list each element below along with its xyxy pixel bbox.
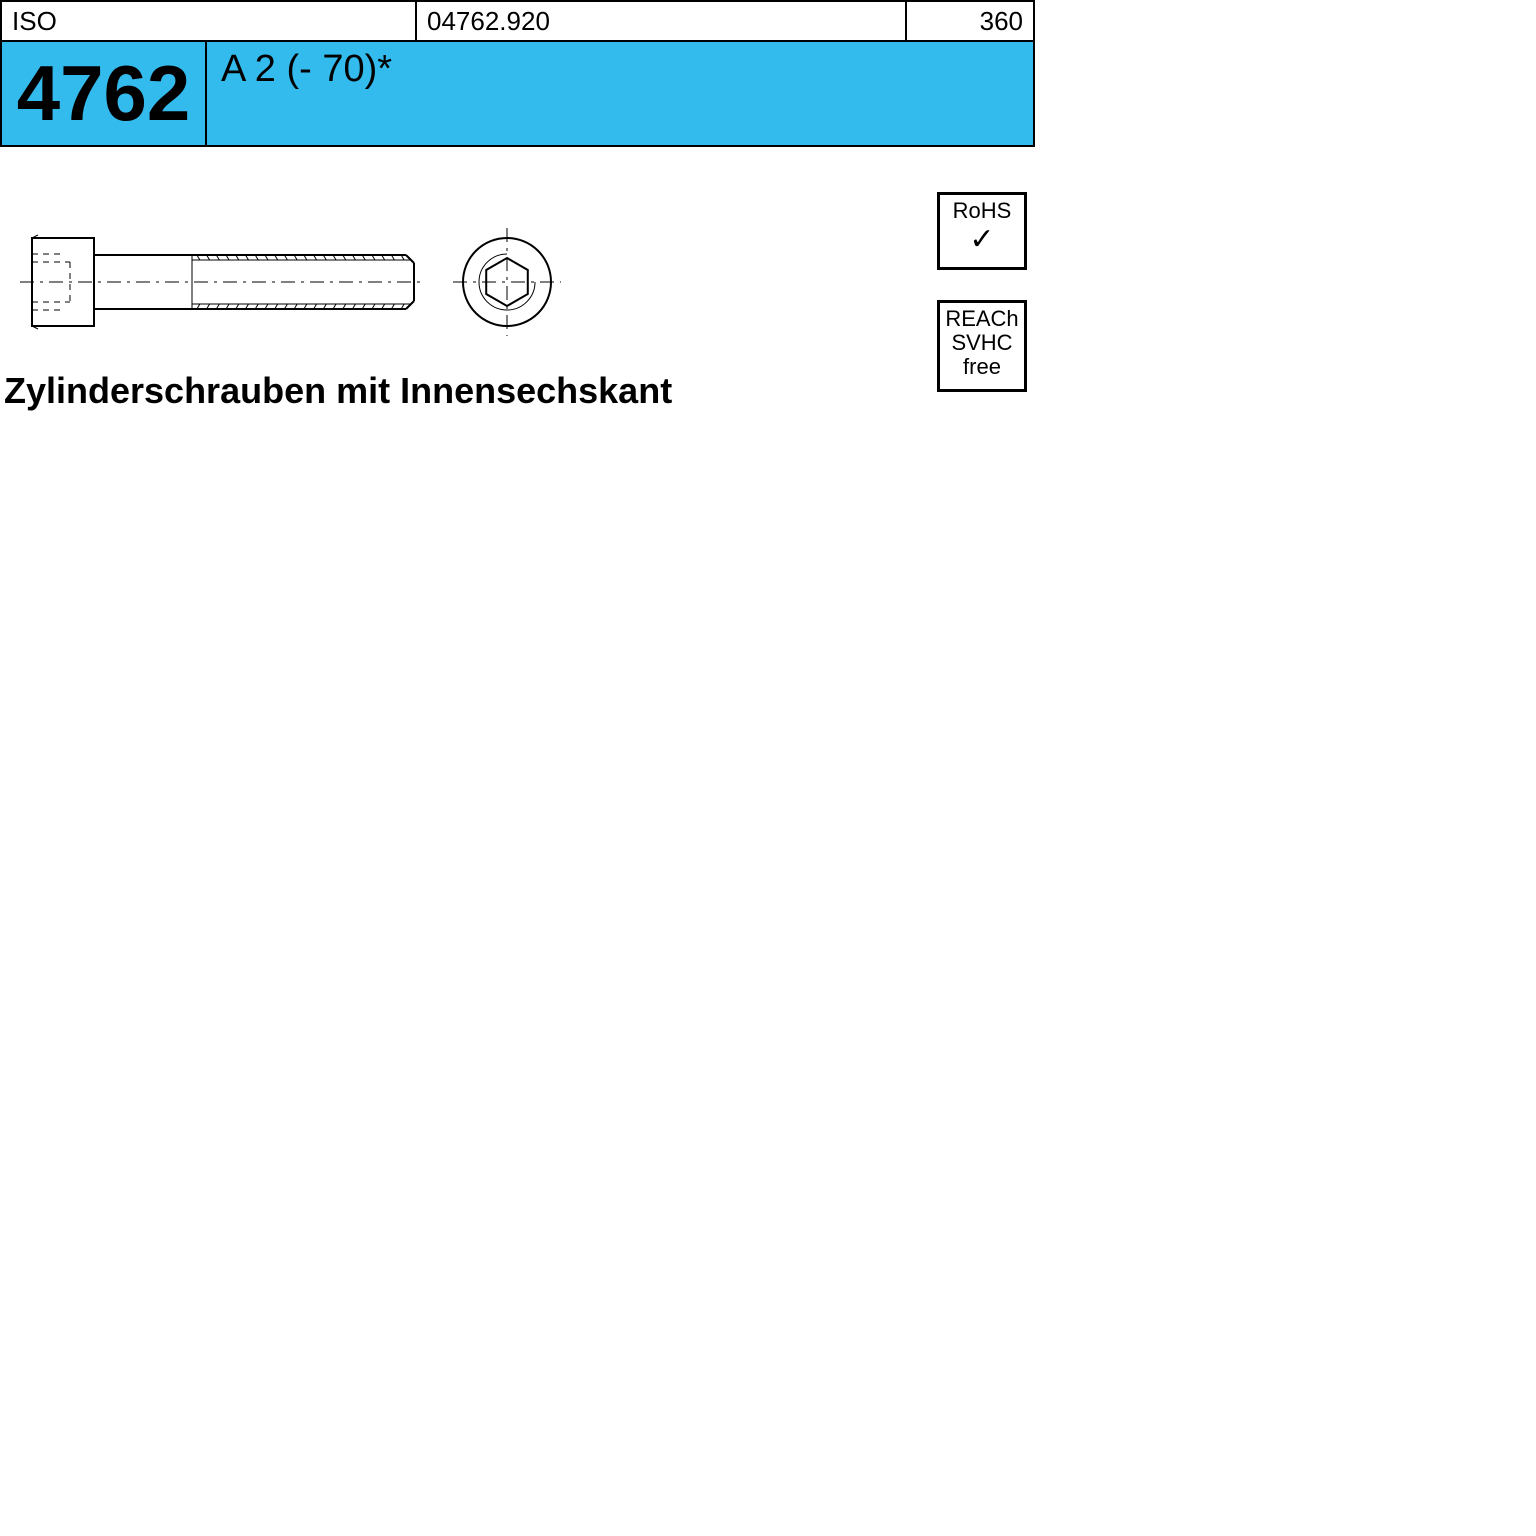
header-row: ISO 04762.920 360	[0, 0, 1035, 42]
screw-diagram	[2, 170, 1033, 470]
material-spec: A 2 (- 70)*	[207, 42, 1033, 145]
product-description: Zylinderschrauben mit Innensechskant	[4, 370, 672, 412]
header-qty: 360	[907, 2, 1033, 40]
header-code: 04762.920	[417, 2, 907, 40]
reach-line3: free	[940, 355, 1024, 379]
title-row: 4762 A 2 (- 70)*	[0, 42, 1035, 147]
reach-line1: REACh	[940, 307, 1024, 331]
header-standard: ISO	[2, 2, 417, 40]
product-card: ISO 04762.920 360 4762 A 2 (- 70)* Zylin…	[0, 0, 1035, 470]
rohs-label: RoHS	[940, 199, 1024, 223]
check-icon: ✓	[940, 223, 1024, 256]
standard-number: 4762	[2, 42, 207, 145]
reach-line2: SVHC	[940, 331, 1024, 355]
rohs-badge: RoHS ✓	[937, 192, 1027, 270]
reach-badge: REACh SVHC free	[937, 300, 1027, 392]
